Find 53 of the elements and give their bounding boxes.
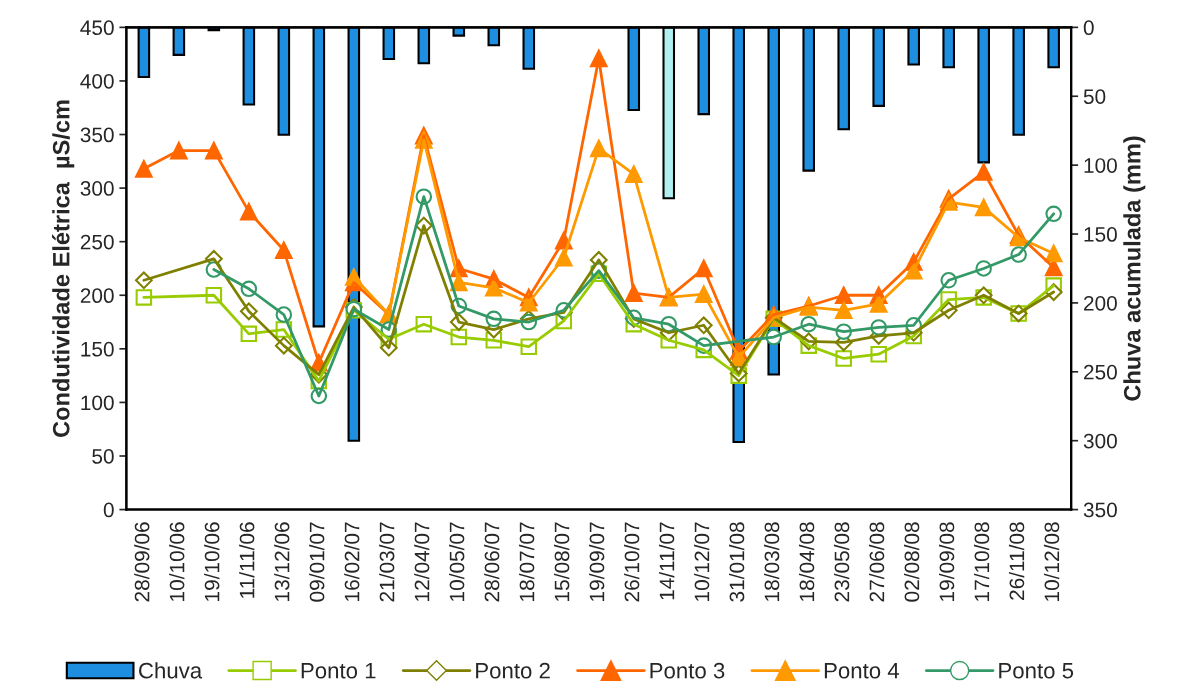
x-tick-label: 15/08/07 (554, 522, 570, 601)
x-tick-label: 18/04/08 (799, 522, 815, 601)
y-tick-label: 300 (80, 181, 114, 196)
x-tick-label: 10/12/08 (1043, 522, 1060, 601)
x-tick-label: 23/05/08 (834, 522, 850, 602)
legend-label: Ponto 5 (999, 663, 1074, 679)
legend-label: Ponto 2 (476, 662, 550, 679)
x-tick-label: 13/12/06 (274, 522, 290, 601)
y2-tick-label: 250 (1084, 364, 1117, 380)
y2-tick-label: 200 (1084, 295, 1117, 311)
x-tick-label: 27/06/08 (869, 522, 885, 602)
x-tick-label: 28/06/07 (484, 522, 500, 602)
legend-label: Ponto 1 (301, 663, 376, 679)
y-tick-label: 250 (80, 234, 114, 250)
y-axis-title: Condutividade Elétrica µS/cm (52, 100, 75, 437)
x-tick-label: 09/01/07 (309, 522, 325, 602)
y2-tick-label: 100 (1084, 158, 1117, 173)
y2-tick-label: 50 (1083, 89, 1106, 104)
y2-axis-title: Chuva acumulada (mm) (1123, 136, 1146, 401)
x-tick-label: 18/03/08 (764, 522, 780, 601)
x-tick-label: 26/11/08 (1008, 522, 1025, 600)
legend-label: Ponto 4 (824, 663, 900, 679)
legend-label: Ponto 3 (650, 662, 725, 679)
x-tick-label: 12/04/07 (414, 522, 430, 601)
x-tick-label: 21/03/07 (379, 522, 395, 602)
x-tick-label: 18/07/07 (519, 522, 535, 601)
x-tick-label: 28/09/06 (134, 522, 150, 602)
x-tick-label: 19/09/08 (938, 522, 955, 601)
y2-tick-label: 300 (1083, 433, 1117, 449)
x-tick-label: 02/08/08 (903, 522, 920, 602)
y-tick-label: 150 (81, 341, 114, 357)
y2-tick-label: 150 (1084, 227, 1117, 242)
legend-label: Chuva (139, 662, 203, 679)
y-tick-label: 100 (81, 395, 114, 411)
x-tick-label: 17/10/08 (973, 522, 990, 601)
x-tick-label: 19/09/07 (589, 522, 605, 601)
x-tick-label: 16/02/07 (344, 522, 360, 601)
y-tick-label: 400 (80, 73, 114, 89)
y-tick-label: 50 (92, 449, 114, 464)
x-tick-label: 11/11/06 (239, 522, 255, 598)
y-tick-label: 200 (80, 288, 114, 304)
x-tick-label: 10/12/07 (694, 522, 710, 601)
x-tick-label: 31/01/08 (729, 522, 745, 602)
x-tick-label: 26/10/07 (624, 522, 640, 602)
y2-tick-label: 350 (1083, 502, 1117, 518)
y-tick-label: 450 (80, 20, 114, 36)
y2-tick-label: 0 (1083, 20, 1094, 36)
y-tick-label: 350 (80, 127, 114, 143)
x-tick-label: 10/05/07 (449, 522, 465, 601)
x-tick-label: 14/11/07 (659, 522, 675, 600)
x-tick-label: 10/10/06 (169, 522, 185, 601)
x-tick-label: 19/10/06 (204, 522, 220, 601)
y-tick-label: 0 (103, 502, 114, 518)
